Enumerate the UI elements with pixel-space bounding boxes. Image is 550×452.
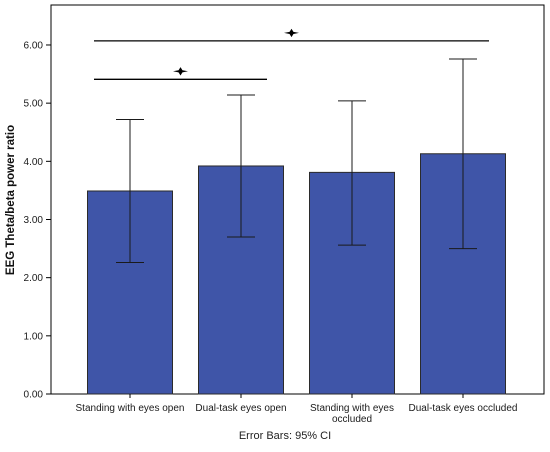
y-tick-label: 4.00 xyxy=(24,157,44,168)
significance-star-icon xyxy=(284,28,299,38)
y-tick-label: 3.00 xyxy=(24,215,44,226)
y-axis-title: EEG Theta/beta power ratio xyxy=(5,125,17,275)
significance-markers xyxy=(94,28,489,80)
y-tick-label: 0.00 xyxy=(24,390,44,401)
y-axis: 0.00 1.00 2.00 3.00 4.00 5.00 6.00 xyxy=(24,40,51,401)
category-label: Standing with eyes open xyxy=(76,403,185,414)
y-tick-label: 6.00 xyxy=(24,40,44,51)
significance-star-icon xyxy=(173,67,188,76)
category-label: Dual-task eyes occluded xyxy=(409,403,518,414)
category-label: Dual-task eyes open xyxy=(195,403,286,414)
error-bars-footnote: Error Bars: 95% CI xyxy=(239,430,331,442)
y-tick-label: 1.00 xyxy=(24,331,44,342)
x-axis: Standing with eyes open Dual-task eyes op… xyxy=(76,394,518,425)
y-tick-label: 2.00 xyxy=(24,273,44,284)
error-bars xyxy=(116,58,477,264)
category-label: Standing with eyes occluded xyxy=(310,403,394,425)
y-tick-label: 5.00 xyxy=(24,99,44,110)
